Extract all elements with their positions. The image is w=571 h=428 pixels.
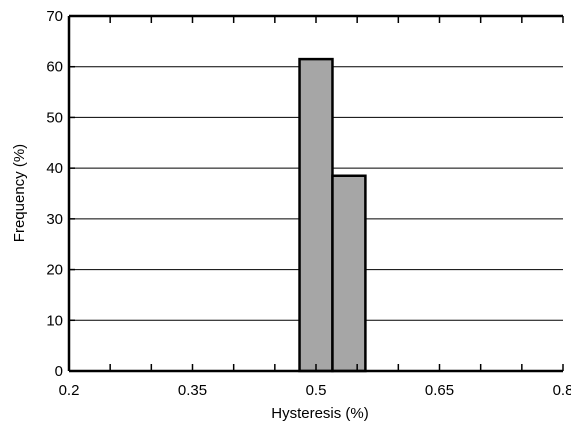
bars-group — [298, 57, 367, 373]
histogram-bar-1 — [298, 57, 334, 373]
y-tick-label-20: 20 — [46, 262, 63, 279]
ticks-group — [68, 15, 564, 372]
x-tick-label-0.5: 0.5 — [306, 382, 327, 399]
histogram-bar-2 — [331, 174, 367, 373]
x-tick-label-0.65: 0.65 — [425, 382, 454, 399]
x-tick-label-0.35: 0.35 — [178, 382, 207, 399]
y-axis-title: Frequency (%) — [11, 144, 28, 242]
tick-labels-group: 0.2 0.35 0.5 0.65 0.8 0 10 20 30 40 50 60 70 — [46, 8, 571, 399]
x-axis-title: Hysteresis (%) — [271, 405, 369, 422]
y-tick-label-70: 70 — [46, 8, 63, 25]
y-tick-label-0: 0 — [55, 363, 63, 380]
y-tick-label-30: 30 — [46, 211, 63, 228]
y-tick-label-50: 50 — [46, 109, 63, 126]
y-tick-label-10: 10 — [46, 312, 63, 329]
x-tick-label-0.2: 0.2 — [59, 382, 80, 399]
x-tick-label-0.8: 0.8 — [553, 382, 571, 399]
y-tick-label-40: 40 — [46, 160, 63, 177]
y-tick-label-60: 60 — [46, 59, 63, 76]
